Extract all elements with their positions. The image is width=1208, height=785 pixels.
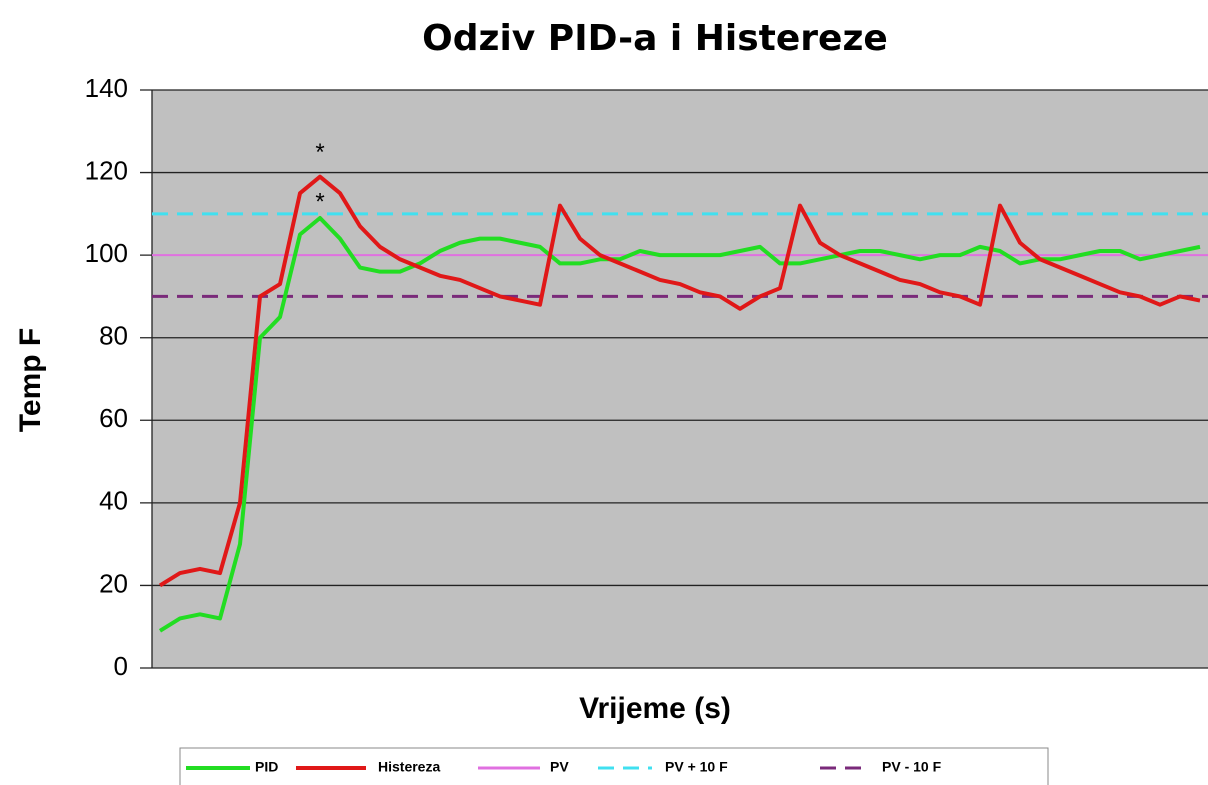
chart-title: Odziv PID-a i Histereze — [422, 18, 888, 59]
y-tick-label: 20 — [99, 568, 128, 598]
y-tick-label: 100 — [85, 238, 128, 268]
legend-label: PV + 10 F — [665, 759, 728, 775]
y-tick-label: 140 — [85, 73, 128, 103]
y-tick-label: 0 — [114, 651, 128, 681]
series-line — [158, 174, 1201, 588]
y-tick-label: 60 — [99, 403, 128, 433]
legend-label: PV - 10 F — [882, 759, 942, 775]
legend-label: Histereza — [378, 759, 440, 775]
legend-label: PV — [550, 759, 569, 775]
annotation: * — [315, 139, 324, 166]
plot-area — [152, 90, 1208, 668]
legend-label: PID — [255, 759, 278, 775]
y-tick-label: 120 — [85, 155, 128, 185]
y-axis-label: Temp F — [14, 328, 47, 432]
y-tick-label: 80 — [99, 321, 128, 351]
annotation: * — [315, 189, 324, 216]
series-line — [158, 215, 1201, 633]
x-axis-label: Vrijeme (s) — [579, 692, 731, 725]
y-tick-label: 40 — [99, 486, 128, 516]
